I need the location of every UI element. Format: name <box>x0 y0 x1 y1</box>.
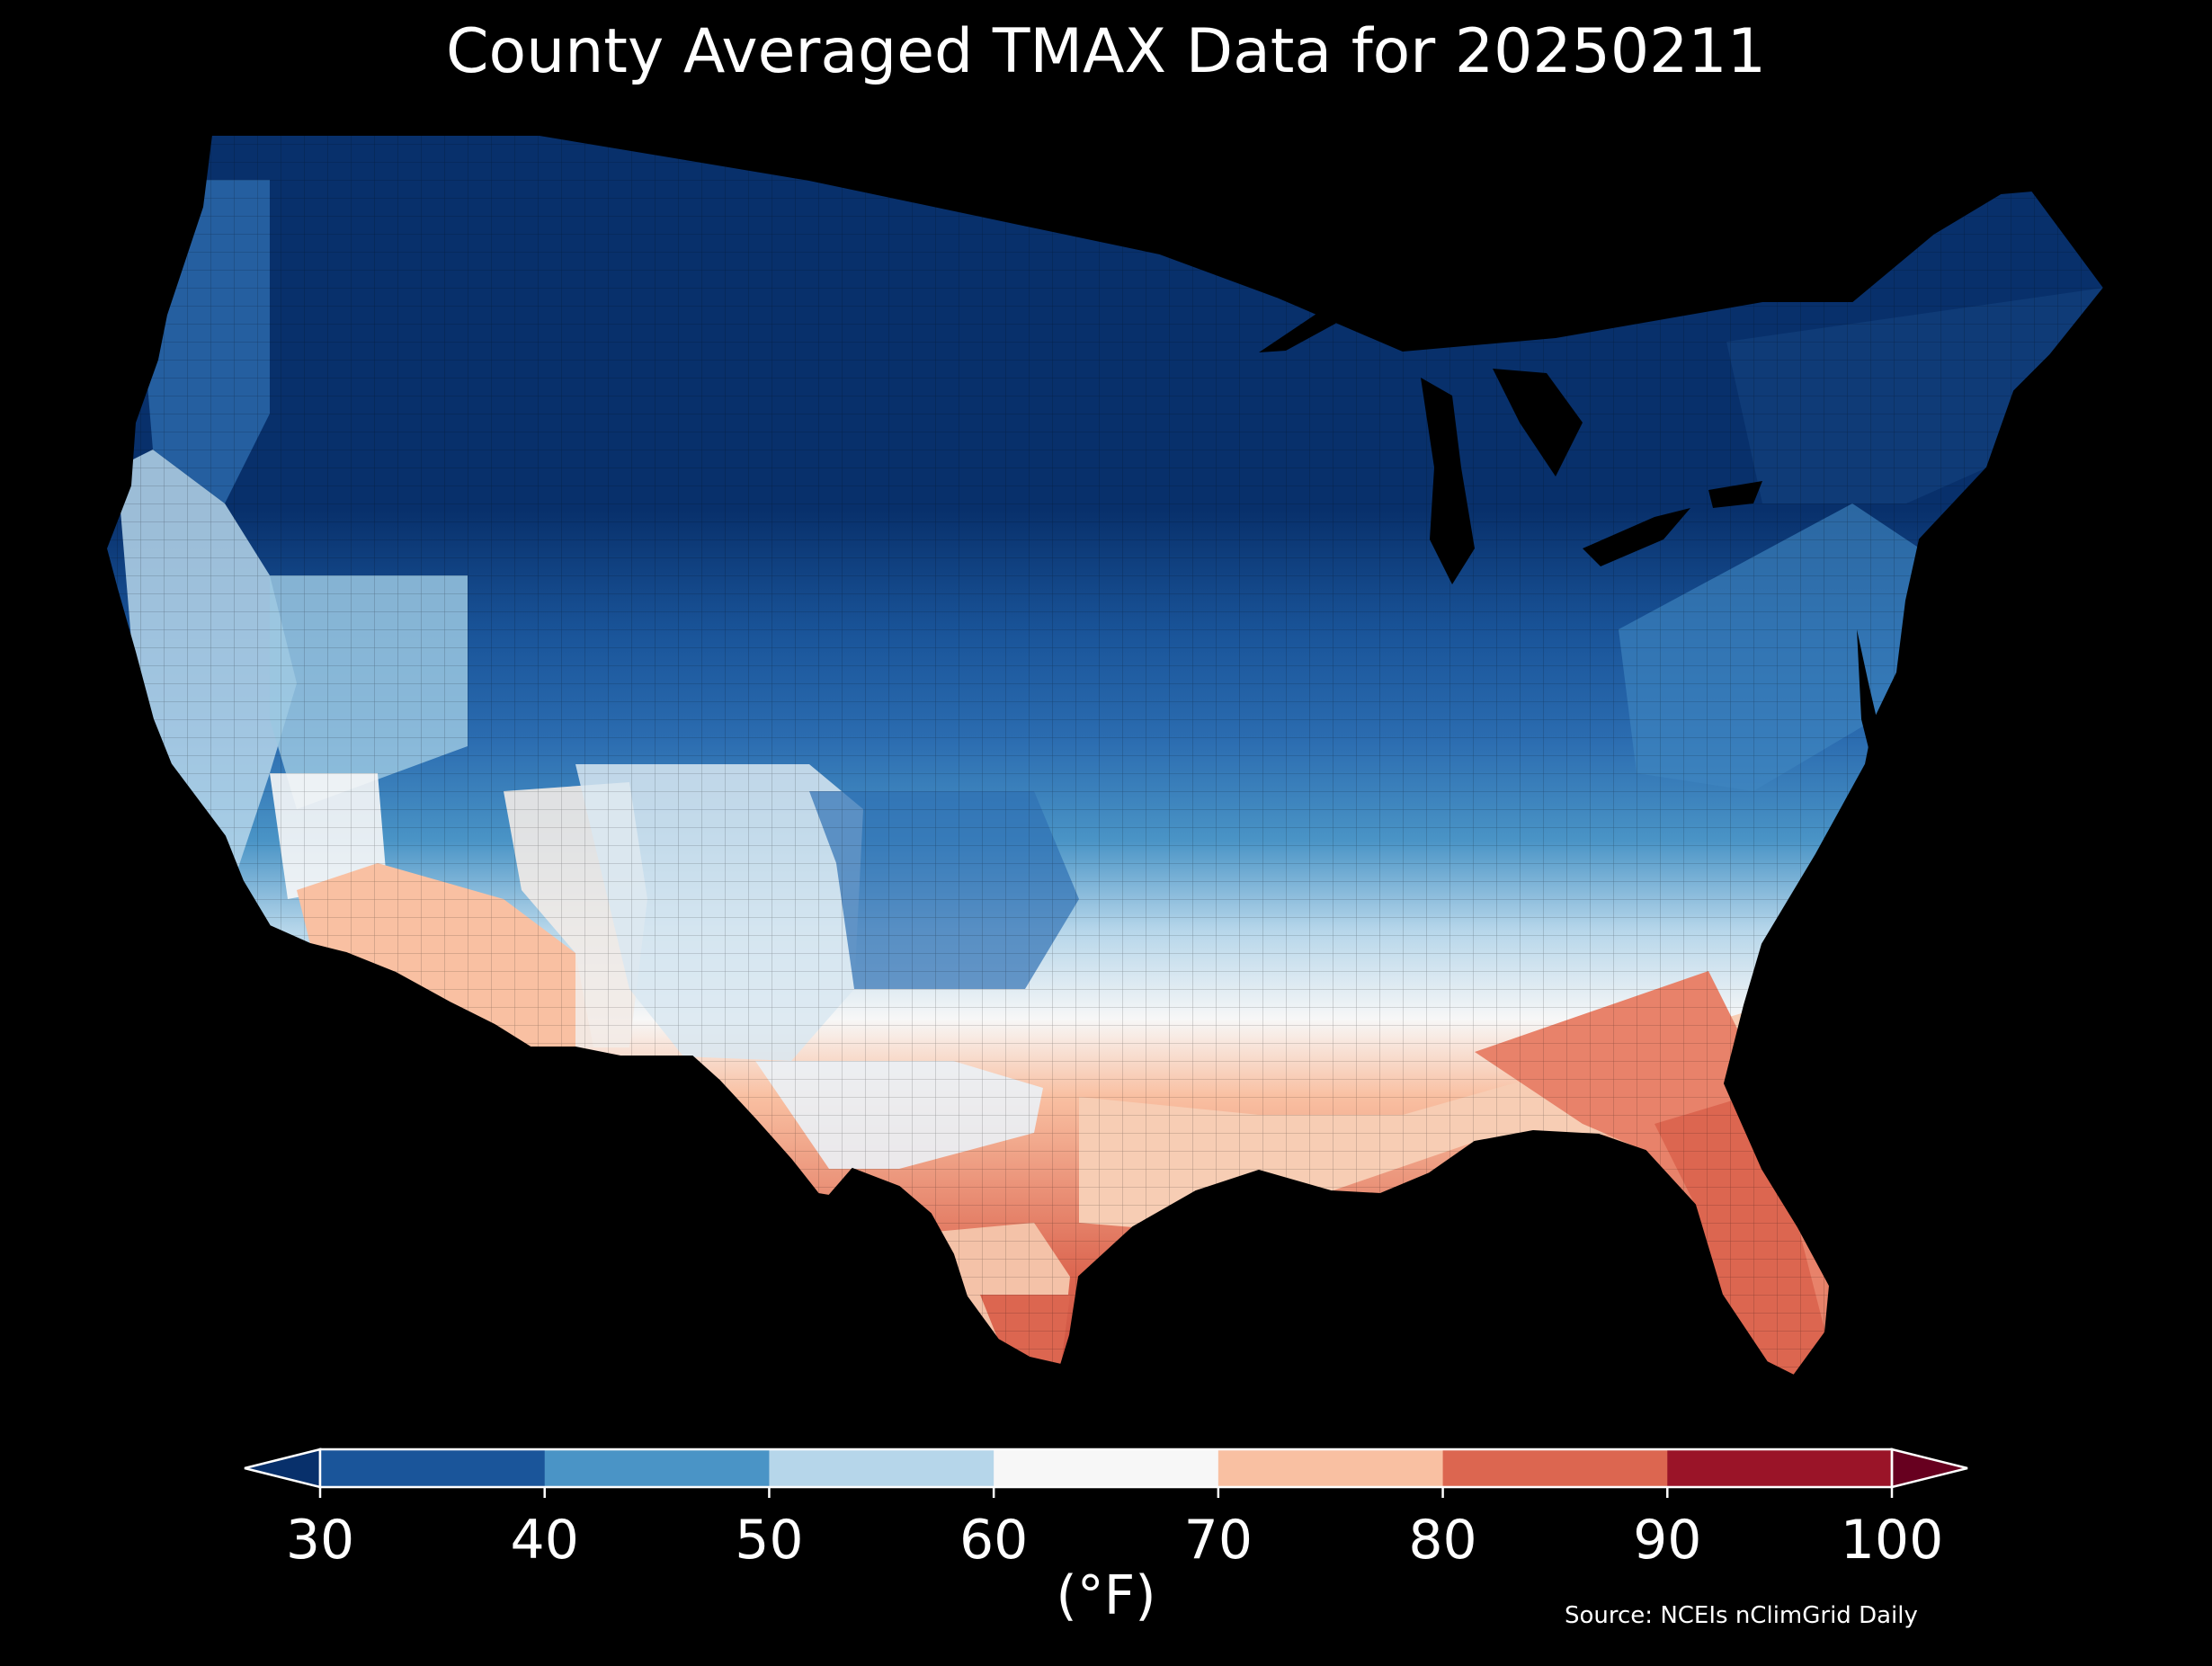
colorbar-tick-label: 40 <box>510 1509 579 1572</box>
great-lakes <box>1259 283 1762 584</box>
colorbar-tick-label: 80 <box>1408 1509 1477 1572</box>
colorbar-tick-label: 60 <box>959 1509 1029 1572</box>
colorbar-segment <box>1667 1449 1893 1487</box>
colorbar-tick-label: 50 <box>735 1509 804 1572</box>
colorbar-unit-label: (°F) <box>1056 1564 1156 1627</box>
colorbar-segment <box>994 1449 1219 1487</box>
colorbar-segment <box>769 1449 995 1487</box>
colorbar-segment <box>1442 1449 1668 1487</box>
colorbar-tick-label: 30 <box>285 1509 355 1572</box>
colorbar-tick-label: 100 <box>1840 1509 1944 1572</box>
colorbar-segment <box>544 1449 770 1487</box>
colorbar-frame <box>318 1448 1894 1489</box>
chesapeake-bay <box>1857 629 1881 773</box>
colorbar-tick-label: 90 <box>1633 1509 1702 1572</box>
colorbar-tickmarks <box>318 1487 1894 1498</box>
page-title: County Averaged TMAX Data for 20250211 <box>446 16 1766 87</box>
county-fill-layer <box>106 135 2104 1376</box>
colorbar-segment <box>1217 1449 1444 1487</box>
colorbar-extend-high <box>1890 1448 1968 1489</box>
colorbar-segments <box>244 1448 1968 1489</box>
source-note: Source: NCEIs nClimGrid Daily <box>1565 1602 1918 1629</box>
coastline <box>104 134 2106 1377</box>
colorbar-tick-label: 70 <box>1183 1509 1253 1572</box>
colorbar-segment <box>320 1449 546 1487</box>
colorbar-extend-low <box>244 1448 322 1489</box>
